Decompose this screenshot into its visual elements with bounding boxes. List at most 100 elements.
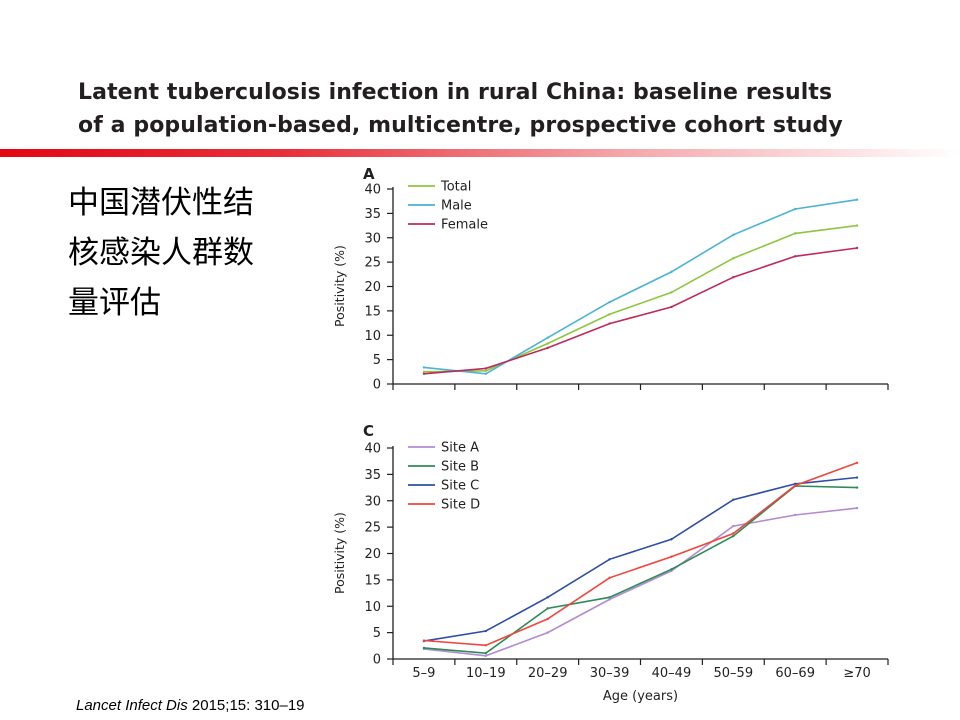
- data-point-site-c: [670, 538, 673, 541]
- x-tick-label: 50–59: [714, 666, 754, 681]
- data-point-female: [670, 305, 673, 309]
- y-axis-label: Positivity (%): [332, 512, 347, 594]
- series-line-site-c: [423, 476, 858, 642]
- data-point-site-d: [546, 617, 549, 621]
- data-point-site-b: [422, 646, 426, 650]
- slide-title: Latent tuberculosis infection in rural C…: [78, 76, 898, 142]
- y-tick-label: 35: [364, 207, 381, 222]
- citation: Lancet Infect Dis 2015;15: 310–19: [76, 697, 305, 714]
- data-point-male: [793, 207, 797, 211]
- data-point-site-c: [732, 498, 735, 501]
- legend-label-site-c: Site C: [441, 479, 479, 494]
- citation-journal: Lancet Infect Dis: [76, 697, 188, 714]
- data-point-female: [422, 372, 426, 375]
- legend-label-female: Female: [441, 218, 488, 233]
- x-tick-label: 10–19: [466, 666, 506, 681]
- data-point-total: [484, 369, 488, 373]
- data-point-site-d: [484, 644, 488, 647]
- data-point-site-b: [855, 486, 859, 489]
- x-tick-label: 5–9: [412, 666, 435, 681]
- series-line-female: [423, 247, 858, 375]
- y-tick-label: 5: [373, 353, 381, 368]
- x-tick-label: 60–69: [775, 666, 815, 681]
- data-point-site-a: [732, 524, 735, 528]
- data-point-site-d: [732, 532, 735, 535]
- data-point-total: [546, 342, 549, 345]
- legend-label-site-d: Site D: [441, 498, 480, 513]
- data-point-site-d: [793, 484, 797, 487]
- data-point-total: [855, 224, 859, 227]
- cn-line-2: 核感染人群数: [68, 235, 254, 271]
- legend-label-site-b: Site B: [441, 460, 479, 475]
- y-tick-label: 15: [364, 304, 381, 319]
- y-tick-label: 20: [364, 547, 381, 562]
- y-tick-label: 25: [364, 256, 381, 271]
- data-point-site-b: [608, 596, 611, 599]
- legend-label-male: Male: [441, 199, 472, 214]
- title-line-2: of a population-based, multicentre, pros…: [78, 113, 843, 138]
- data-point-male: [855, 198, 859, 201]
- data-point-site-a: [608, 598, 611, 601]
- data-point-site-a: [546, 631, 549, 634]
- data-point-site-d: [608, 576, 611, 579]
- legend-label-total: Total: [440, 180, 471, 195]
- x-tick-label: 40–49: [652, 666, 692, 681]
- data-point-site-d: [670, 555, 673, 558]
- data-point-site-c: [546, 596, 549, 599]
- data-point-total: [670, 291, 673, 294]
- chart-panel-c: C 0 5 10 15 20 25 30 35 40 5–9 10–19 20–29 30–39 40–49…: [332, 422, 889, 704]
- data-point-male: [732, 233, 735, 237]
- data-point-male: [484, 372, 488, 375]
- y-tick-label: 0: [373, 653, 381, 668]
- y-axis-label: Positivity (%): [332, 245, 347, 327]
- data-point-site-b: [670, 568, 673, 571]
- data-point-site-a: [484, 654, 488, 658]
- red-divider-bar: [0, 149, 960, 157]
- data-point-female: [855, 246, 859, 250]
- data-point-female: [546, 346, 549, 350]
- y-tick-label: 40: [364, 183, 381, 198]
- data-point-site-b: [546, 607, 549, 610]
- data-point-female: [608, 322, 611, 325]
- series-line-male: [423, 198, 858, 375]
- data-point-total: [422, 370, 426, 374]
- data-point-female: [793, 255, 797, 258]
- data-point-female: [732, 276, 735, 279]
- x-tick-label: ≥70: [843, 666, 870, 681]
- y-tick-label: 40: [364, 442, 381, 457]
- citation-volume: 2015;15: 310–19: [187, 697, 305, 714]
- y-tick-label: 15: [364, 573, 381, 588]
- data-point-site-d: [855, 461, 859, 464]
- panel-label: C: [363, 422, 374, 440]
- series-line-total: [423, 224, 858, 373]
- data-point-site-b: [732, 534, 735, 538]
- y-tick-label: 35: [364, 468, 381, 483]
- cn-line-1: 中国潜伏性结: [68, 185, 254, 221]
- series-line-site-d: [423, 462, 858, 647]
- y-tick-label: 25: [364, 521, 381, 536]
- x-axis-label: Age (years): [603, 689, 678, 704]
- data-point-male: [670, 270, 673, 274]
- legend-label-site-a: Site A: [441, 441, 479, 456]
- y-tick-label: 0: [373, 378, 381, 393]
- x-tick-label: 30–39: [590, 666, 630, 681]
- data-point-total: [608, 313, 611, 316]
- y-tick-label: 10: [364, 600, 381, 615]
- data-point-site-c: [608, 558, 611, 561]
- data-point-site-a: [793, 513, 797, 517]
- data-point-total: [793, 232, 797, 235]
- data-point-total: [732, 257, 735, 260]
- data-point-male: [546, 336, 549, 339]
- y-tick-label: 30: [364, 494, 381, 509]
- y-tick-label: 5: [373, 626, 381, 641]
- chinese-caption: 中国潜伏性结 核感染人群数 量评估: [68, 178, 308, 328]
- y-tick-label: 10: [364, 329, 381, 344]
- y-tick-label: 30: [364, 231, 381, 246]
- y-tick-label: 20: [364, 280, 381, 295]
- data-point-site-a: [855, 506, 859, 510]
- x-tick-label: 20–29: [528, 666, 568, 681]
- series-line-site-b: [423, 485, 858, 655]
- data-point-site-c: [484, 629, 488, 633]
- cn-line-3: 量评估: [68, 285, 161, 321]
